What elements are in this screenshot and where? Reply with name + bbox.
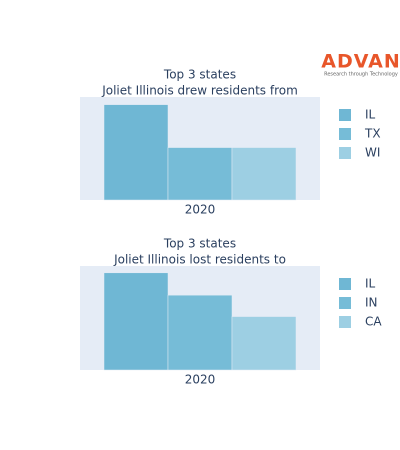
legend-label: IL [365, 277, 376, 291]
bar [231, 147, 297, 201]
chart-title: Top 3 states [163, 68, 236, 82]
chart-title: Top 3 states [163, 237, 236, 251]
legend-label: WI [365, 146, 380, 160]
bar [103, 272, 169, 371]
bar [103, 104, 169, 201]
bar [167, 147, 233, 201]
legend-swatch [339, 297, 351, 309]
bar [231, 316, 297, 371]
legend-label: IL [365, 108, 376, 122]
legend-swatch [339, 147, 351, 159]
chart-title: Joliet Illinois drew residents from [101, 84, 298, 98]
bar [167, 294, 233, 371]
x-tick-label: 2020 [185, 373, 216, 387]
legend-swatch [339, 316, 351, 328]
logo-name: ADVAN [321, 51, 400, 73]
legend-label: IN [365, 296, 378, 310]
legend-swatch [339, 278, 351, 290]
legend-label: CA [365, 315, 382, 329]
logo-tagline: Research through Technology [324, 72, 398, 78]
x-tick-label: 2020 [185, 203, 216, 217]
legend-swatch [339, 128, 351, 140]
chart-title: Joliet Illinois lost residents to [113, 253, 286, 267]
legend-swatch [339, 109, 351, 121]
legend-label: TX [364, 127, 381, 141]
